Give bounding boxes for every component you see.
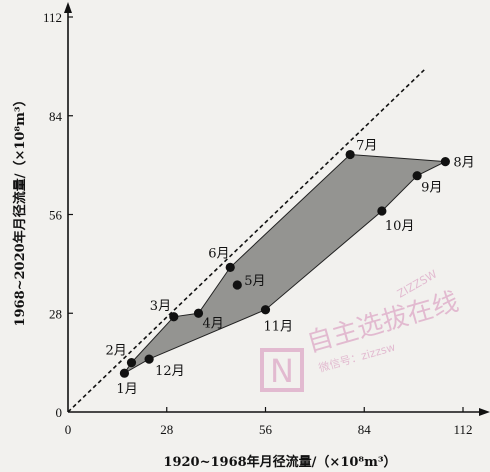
x-tick-label: 28 bbox=[160, 422, 173, 437]
data-point bbox=[193, 308, 204, 318]
point-label: 7月 bbox=[356, 139, 377, 154]
change-region-polygon bbox=[123, 153, 448, 374]
point-label: 9月 bbox=[421, 181, 442, 196]
x-tick-label: 56 bbox=[259, 422, 273, 437]
watermark-logo-letter: N bbox=[270, 352, 294, 390]
point-label: 8月 bbox=[453, 156, 474, 171]
y-tick-label: 84 bbox=[49, 109, 63, 124]
point-label: 5月 bbox=[244, 274, 265, 289]
point-label: 11月 bbox=[264, 320, 294, 335]
data-point bbox=[440, 156, 450, 167]
data-point bbox=[345, 149, 355, 160]
point-label: 4月 bbox=[202, 316, 223, 331]
data-point bbox=[144, 354, 154, 364]
point-label: 10月 bbox=[385, 219, 415, 234]
y-tick-label: 112 bbox=[43, 10, 62, 25]
data-point bbox=[119, 368, 130, 378]
y-tick-label: 28 bbox=[49, 306, 62, 321]
y-tick-label: 0 bbox=[56, 405, 63, 420]
x-axis-title: 1920~1968年月径流量/（×10⁸m³） bbox=[163, 454, 396, 470]
point-label: 3月 bbox=[150, 299, 171, 314]
point-label: 1月 bbox=[116, 382, 137, 397]
y-axis-title: 1968~2020年月径流量/（×10⁸m³） bbox=[12, 93, 28, 326]
y-tick-label: 56 bbox=[49, 208, 63, 223]
data-point bbox=[260, 305, 271, 315]
point-label: 6月 bbox=[208, 246, 229, 261]
data-point bbox=[232, 280, 242, 290]
data-point bbox=[412, 171, 422, 181]
point-label: 2月 bbox=[105, 344, 126, 359]
x-tick-label: 84 bbox=[358, 422, 372, 437]
watermark-logo-icon bbox=[260, 348, 304, 392]
x-axis-arrow bbox=[479, 408, 490, 416]
x-tick-label: 112 bbox=[453, 422, 472, 437]
x-tick-label: 0 bbox=[65, 422, 72, 437]
y-axis-arrow bbox=[64, 2, 72, 13]
data-point bbox=[377, 206, 387, 216]
data-point bbox=[225, 262, 235, 273]
reference-dashed-line bbox=[67, 69, 425, 413]
data-point bbox=[126, 358, 137, 368]
point-label: 12月 bbox=[155, 364, 185, 379]
data-point bbox=[169, 312, 179, 322]
